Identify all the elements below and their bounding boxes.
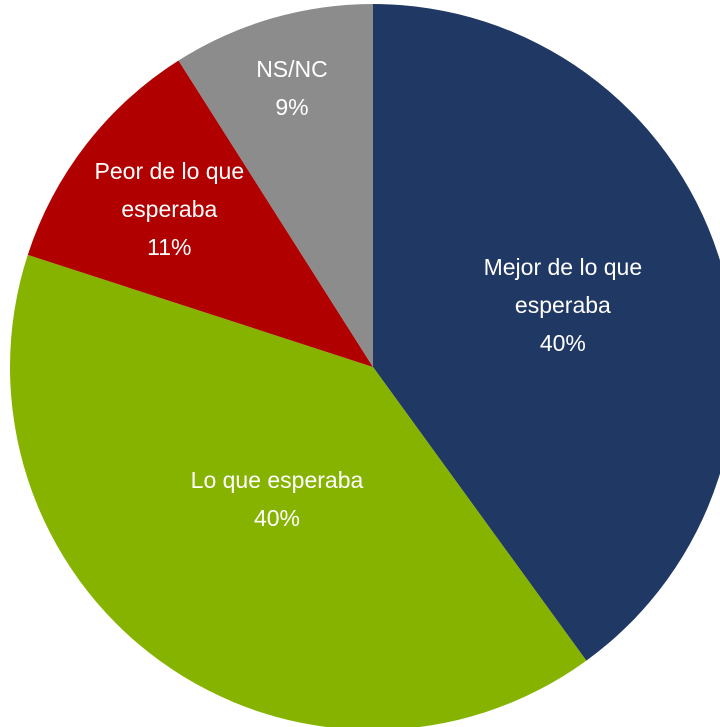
slice-label-box: Lo que esperaba 40% [147,419,407,579]
category-label: NS/NC [256,56,328,83]
pie-slice [178,4,373,367]
slice-label: Peor de lo que esperaba 11% [69,129,269,289]
pie-slice [373,4,720,661]
pie-slice [27,60,374,367]
slice-label-box: NS/NC 9% [227,8,357,168]
slice-label-box: Mejor de lo que esperaba 40% [463,225,663,385]
value-label: 40% [539,330,586,357]
value-label: 11% [147,234,192,261]
category-label: Mejor de lo que esperaba [483,254,643,319]
value-label: 40% [253,505,300,532]
category-label: Peor de lo que esperaba [94,158,245,223]
value-label: 9% [275,94,309,121]
slice-label-box: Peor de lo que esperaba 11% [69,129,269,289]
slice-label: NS/NC 9% [227,8,357,168]
category-label: Lo que esperaba [190,467,364,494]
slice-label: Lo que esperaba 40% [147,419,407,579]
slice-label: Mejor de lo que esperaba 40% [463,225,663,385]
pie-slice [10,254,587,727]
